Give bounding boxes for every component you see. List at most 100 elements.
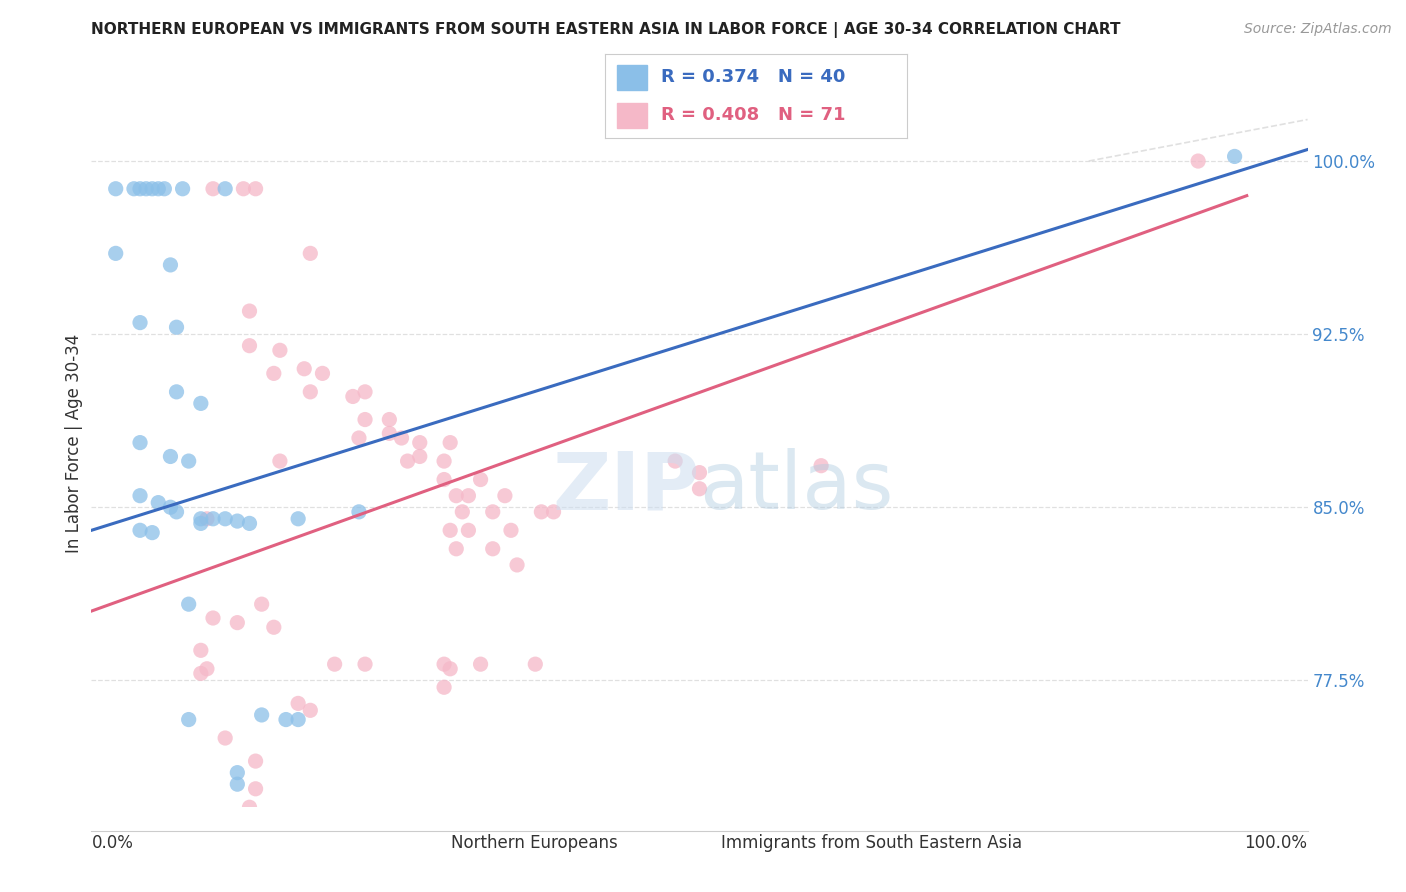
Point bbox=[226, 777, 249, 791]
Point bbox=[439, 435, 461, 450]
Point bbox=[688, 466, 710, 480]
Point bbox=[433, 454, 456, 468]
Point bbox=[354, 412, 377, 426]
Point bbox=[141, 525, 163, 540]
Point bbox=[530, 505, 553, 519]
Text: R = 0.408   N = 71: R = 0.408 N = 71 bbox=[661, 106, 845, 124]
Point bbox=[481, 505, 503, 519]
Point bbox=[104, 246, 127, 260]
Point bbox=[129, 182, 152, 196]
Point bbox=[256, 881, 278, 892]
Point bbox=[439, 662, 461, 676]
Point bbox=[159, 450, 181, 464]
Point bbox=[195, 662, 218, 676]
Y-axis label: In Labor Force | Age 30-34: In Labor Force | Age 30-34 bbox=[65, 334, 83, 553]
Point bbox=[195, 512, 218, 526]
Point bbox=[135, 182, 157, 196]
Text: Source: ZipAtlas.com: Source: ZipAtlas.com bbox=[1244, 22, 1392, 37]
Point bbox=[499, 524, 522, 538]
Text: 100.0%: 100.0% bbox=[1244, 834, 1308, 852]
Point bbox=[311, 367, 333, 381]
Point bbox=[245, 182, 267, 196]
Point bbox=[159, 258, 181, 272]
Point bbox=[292, 361, 315, 376]
Point bbox=[263, 620, 285, 634]
Point bbox=[506, 558, 529, 572]
Point bbox=[287, 697, 309, 711]
Point bbox=[1223, 149, 1246, 163]
Point bbox=[250, 597, 273, 611]
Point bbox=[274, 713, 297, 727]
Point bbox=[202, 182, 225, 196]
Point bbox=[190, 516, 212, 531]
Point bbox=[481, 541, 503, 556]
Point bbox=[238, 800, 260, 814]
Point bbox=[245, 812, 267, 826]
Point bbox=[190, 396, 212, 410]
Text: 0.0%: 0.0% bbox=[91, 834, 134, 852]
Point bbox=[287, 713, 309, 727]
Point bbox=[457, 524, 479, 538]
Point bbox=[202, 611, 225, 625]
Point bbox=[543, 505, 565, 519]
Point bbox=[664, 454, 686, 468]
Text: NORTHERN EUROPEAN VS IMMIGRANTS FROM SOUTH EASTERN ASIA IN LABOR FORCE | AGE 30-: NORTHERN EUROPEAN VS IMMIGRANTS FROM SOU… bbox=[91, 22, 1121, 38]
Point bbox=[433, 680, 456, 694]
Point bbox=[148, 495, 170, 509]
Point bbox=[129, 316, 152, 330]
Point bbox=[444, 541, 467, 556]
Point bbox=[269, 454, 291, 468]
Point bbox=[470, 657, 492, 672]
Bar bbox=[617, 103, 647, 128]
Point bbox=[354, 384, 377, 399]
Point bbox=[166, 384, 188, 399]
Point bbox=[433, 657, 456, 672]
Point bbox=[104, 182, 127, 196]
Point bbox=[494, 489, 516, 503]
Point bbox=[451, 505, 474, 519]
Point bbox=[299, 246, 322, 260]
Point bbox=[159, 500, 181, 515]
Point bbox=[214, 182, 236, 196]
Point bbox=[439, 524, 461, 538]
Point bbox=[226, 765, 249, 780]
Point bbox=[166, 505, 188, 519]
Point bbox=[688, 482, 710, 496]
Point bbox=[166, 320, 188, 334]
Point bbox=[245, 781, 267, 796]
Text: atlas: atlas bbox=[699, 449, 894, 526]
Point bbox=[250, 708, 273, 723]
Point bbox=[226, 514, 249, 528]
Point bbox=[269, 343, 291, 358]
Point bbox=[232, 182, 254, 196]
Text: ZIP: ZIP bbox=[553, 449, 699, 526]
Point bbox=[354, 657, 377, 672]
Text: Northern Europeans: Northern Europeans bbox=[451, 834, 617, 852]
Point bbox=[347, 505, 370, 519]
Point bbox=[409, 435, 432, 450]
Point bbox=[347, 431, 370, 445]
Point bbox=[190, 512, 212, 526]
Point bbox=[172, 182, 194, 196]
Point bbox=[378, 426, 401, 441]
Point bbox=[177, 597, 200, 611]
Point bbox=[444, 489, 467, 503]
Point bbox=[238, 339, 260, 353]
Point bbox=[263, 367, 285, 381]
Point bbox=[457, 489, 479, 503]
Point bbox=[190, 643, 212, 657]
Point bbox=[190, 666, 212, 681]
Point bbox=[1187, 154, 1209, 169]
Point bbox=[433, 473, 456, 487]
Bar bbox=[617, 64, 647, 90]
Point bbox=[177, 713, 200, 727]
Point bbox=[202, 512, 225, 526]
Point bbox=[238, 516, 260, 531]
Point bbox=[524, 657, 547, 672]
Point bbox=[177, 454, 200, 468]
Point bbox=[323, 657, 346, 672]
Point bbox=[129, 489, 152, 503]
Point bbox=[396, 454, 419, 468]
Point bbox=[342, 389, 364, 403]
Point bbox=[238, 304, 260, 318]
